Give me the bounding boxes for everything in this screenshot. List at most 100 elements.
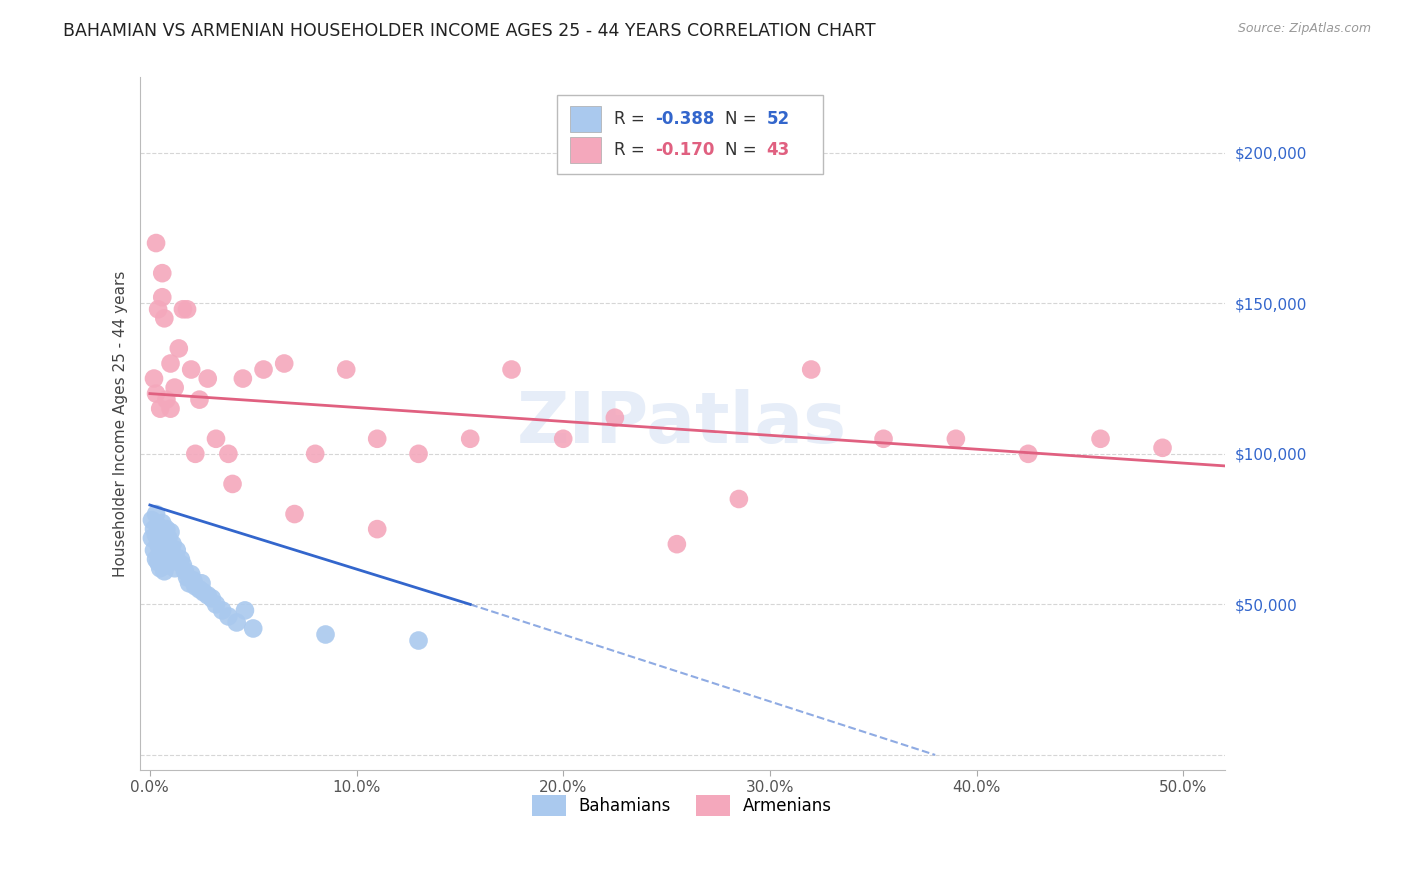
Point bbox=[181, 574, 204, 588]
Text: -0.388: -0.388 bbox=[655, 110, 714, 128]
Point bbox=[149, 401, 172, 416]
Point bbox=[180, 362, 202, 376]
Point bbox=[170, 552, 193, 566]
Point bbox=[159, 357, 181, 371]
Point bbox=[141, 513, 163, 527]
Point bbox=[172, 302, 194, 317]
Point bbox=[242, 622, 264, 636]
Point bbox=[145, 507, 167, 521]
Point bbox=[603, 410, 626, 425]
Point bbox=[145, 552, 167, 566]
Text: 43: 43 bbox=[766, 141, 790, 159]
FancyBboxPatch shape bbox=[571, 137, 600, 163]
Text: BAHAMIAN VS ARMENIAN HOUSEHOLDER INCOME AGES 25 - 44 YEARS CORRELATION CHART: BAHAMIAN VS ARMENIAN HOUSEHOLDER INCOME … bbox=[63, 22, 876, 40]
Point bbox=[728, 491, 751, 506]
Point bbox=[166, 543, 188, 558]
Point bbox=[188, 392, 211, 407]
Point bbox=[335, 362, 357, 376]
Point bbox=[159, 543, 181, 558]
Point bbox=[167, 555, 190, 569]
Point bbox=[800, 362, 823, 376]
Point bbox=[201, 591, 224, 606]
Point bbox=[145, 235, 167, 250]
Point bbox=[159, 401, 181, 416]
Point bbox=[153, 311, 176, 326]
Point bbox=[150, 266, 173, 280]
Point bbox=[176, 570, 198, 584]
Point bbox=[225, 615, 247, 630]
Point bbox=[146, 555, 169, 569]
Point bbox=[283, 507, 305, 521]
Point bbox=[145, 528, 167, 542]
Text: R =: R = bbox=[613, 110, 650, 128]
Point bbox=[217, 609, 239, 624]
Point bbox=[366, 432, 388, 446]
Point bbox=[184, 447, 207, 461]
Point bbox=[233, 603, 256, 617]
Point bbox=[176, 302, 198, 317]
Point bbox=[150, 516, 173, 530]
Y-axis label: Householder Income Ages 25 - 44 years: Householder Income Ages 25 - 44 years bbox=[114, 270, 128, 577]
Point bbox=[146, 537, 169, 551]
Point bbox=[155, 522, 177, 536]
Text: -0.170: -0.170 bbox=[655, 141, 714, 159]
Point bbox=[366, 522, 388, 536]
Point bbox=[172, 558, 194, 573]
Point bbox=[1090, 432, 1112, 446]
Point bbox=[146, 302, 169, 317]
FancyBboxPatch shape bbox=[571, 106, 600, 132]
Point bbox=[190, 576, 212, 591]
Legend: Bahamians, Armenians: Bahamians, Armenians bbox=[524, 787, 841, 824]
Point bbox=[143, 371, 166, 385]
Point bbox=[150, 290, 173, 304]
Point bbox=[408, 633, 430, 648]
Point bbox=[273, 357, 295, 371]
Text: 52: 52 bbox=[766, 110, 790, 128]
Point bbox=[153, 528, 176, 542]
Point bbox=[146, 519, 169, 533]
Point bbox=[205, 432, 228, 446]
Point bbox=[1152, 441, 1174, 455]
Point bbox=[163, 381, 186, 395]
Point bbox=[143, 522, 166, 536]
Point bbox=[193, 585, 215, 599]
Point bbox=[163, 549, 186, 564]
Point bbox=[179, 576, 201, 591]
Point bbox=[665, 537, 688, 551]
Point bbox=[149, 525, 172, 540]
Point bbox=[150, 534, 173, 549]
Text: N =: N = bbox=[725, 141, 762, 159]
Point bbox=[205, 598, 228, 612]
Point bbox=[501, 362, 523, 376]
Point bbox=[157, 531, 180, 545]
Point bbox=[197, 588, 219, 602]
Point bbox=[157, 549, 180, 564]
Point bbox=[145, 386, 167, 401]
FancyBboxPatch shape bbox=[557, 95, 823, 175]
Point bbox=[180, 567, 202, 582]
Point bbox=[143, 543, 166, 558]
Point bbox=[150, 552, 173, 566]
Point bbox=[153, 564, 176, 578]
Point bbox=[153, 546, 176, 560]
Point bbox=[458, 432, 481, 446]
Point bbox=[155, 540, 177, 554]
Point bbox=[232, 371, 254, 385]
Point bbox=[217, 447, 239, 461]
Point bbox=[162, 537, 184, 551]
Point bbox=[315, 627, 337, 641]
Text: N =: N = bbox=[725, 110, 762, 128]
Point bbox=[159, 525, 181, 540]
Point bbox=[197, 371, 219, 385]
Text: R =: R = bbox=[613, 141, 650, 159]
Point bbox=[155, 558, 177, 573]
Point bbox=[872, 432, 894, 446]
Point bbox=[155, 392, 177, 407]
Point bbox=[211, 603, 233, 617]
Point bbox=[221, 477, 243, 491]
Point bbox=[945, 432, 967, 446]
Point bbox=[174, 564, 197, 578]
Point bbox=[553, 432, 575, 446]
Point bbox=[184, 579, 207, 593]
Point bbox=[1017, 447, 1039, 461]
